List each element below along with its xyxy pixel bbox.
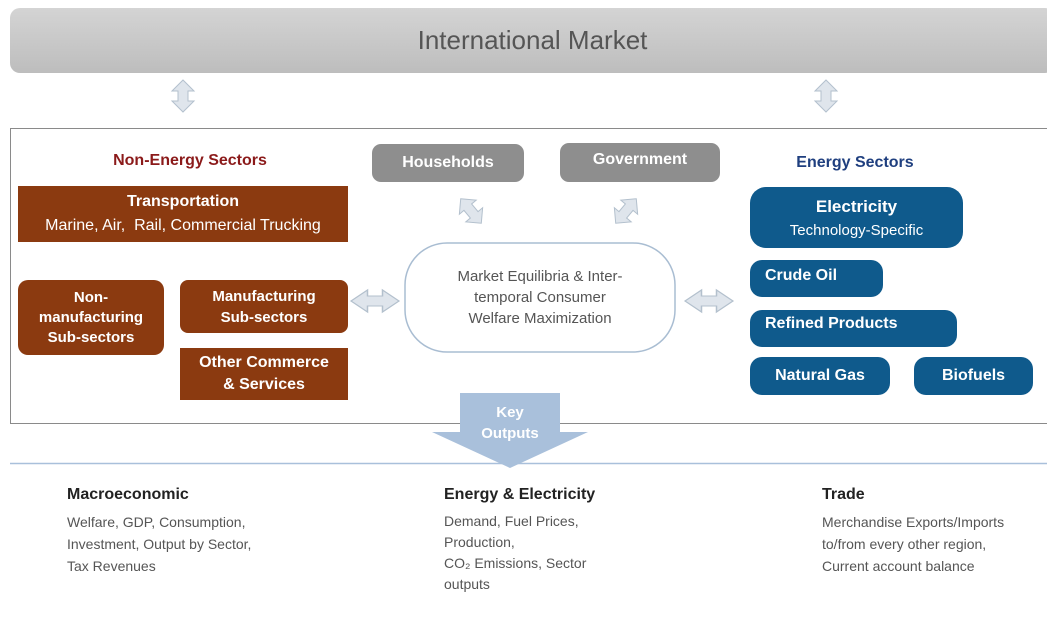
government-box: Government <box>560 143 720 182</box>
label: Key <box>496 404 524 421</box>
international-market-bar <box>10 8 1047 73</box>
output-line: CO₂ Emissions, Sector <box>444 555 587 571</box>
label: Manufacturing <box>212 287 316 305</box>
label: Marine, Air, Rail, Commercial Trucking <box>45 217 321 234</box>
label: Other Commerce <box>199 354 329 371</box>
output-column: Macroeconomic Welfare, GDP, Consumption,… <box>67 486 367 577</box>
non-manufacturing-box: Non- manufacturing Sub-sectors <box>18 280 164 355</box>
label: Non- <box>73 288 109 306</box>
center-box <box>404 242 676 353</box>
output-title: Trade <box>822 486 865 503</box>
output-line: Demand, Fuel Prices, <box>444 513 579 529</box>
center-text: Market Equilibria & Inter- temporal Cons… <box>405 243 675 352</box>
natural-gas-box: Natural Gas <box>750 357 890 395</box>
label: Sub-sectors <box>220 308 308 326</box>
label: Sub-sectors <box>47 328 135 346</box>
crude-oil-box: Crude Oil <box>750 260 883 297</box>
output-line: Current account balance <box>822 558 975 574</box>
key-outputs-label: Key Outputs <box>460 402 560 444</box>
label: Market Equilibria & Inter- <box>457 268 623 285</box>
label: Technology-Specific <box>789 221 924 239</box>
label: Electricity <box>815 196 898 216</box>
key-outputs-arrow <box>432 393 588 468</box>
label: Transportation <box>126 193 239 210</box>
other-commerce-box: Other Commerce & Services <box>180 348 348 400</box>
electricity-box: Electricity Technology-Specific <box>750 187 963 248</box>
output-column: Energy & Electricity Demand, Fuel Prices… <box>444 486 744 595</box>
output-title: Macroeconomic <box>67 486 189 503</box>
section-title: Non-Energy Sectors <box>113 152 267 169</box>
output-line: Tax Revenues <box>67 558 156 574</box>
output-line: Production, <box>444 534 515 550</box>
label: Welfare Maximization <box>468 310 612 327</box>
output-line: Investment, Output by Sector, <box>67 536 252 552</box>
transportation-box: Transportation Marine, Air, Rail, Commer… <box>18 186 348 242</box>
output-line: Welfare, GDP, Consumption, <box>67 514 246 530</box>
households-box: Households <box>372 144 524 182</box>
label: Outputs <box>481 425 539 442</box>
label: temporal Consumer <box>474 289 606 306</box>
output-line: Merchandise Exports/Imports <box>822 514 1005 530</box>
title: International Market <box>417 25 648 55</box>
refined-products-box: Refined Products <box>750 310 957 347</box>
section-title: Energy Sectors <box>796 154 914 171</box>
manufacturing-box: Manufacturing Sub-sectors <box>180 280 348 333</box>
double-arrow <box>814 79 838 113</box>
output-line: outputs <box>444 576 490 592</box>
biofuels-box: Biofuels <box>914 357 1033 395</box>
output-title: Energy & Electricity <box>444 486 596 503</box>
label: & Services <box>223 376 305 393</box>
output-line: to/from every other region, <box>822 536 987 552</box>
double-arrow <box>171 79 195 113</box>
label: manufacturing <box>38 308 144 326</box>
output-column: Trade Merchandise Exports/Imports to/fro… <box>822 486 1042 577</box>
